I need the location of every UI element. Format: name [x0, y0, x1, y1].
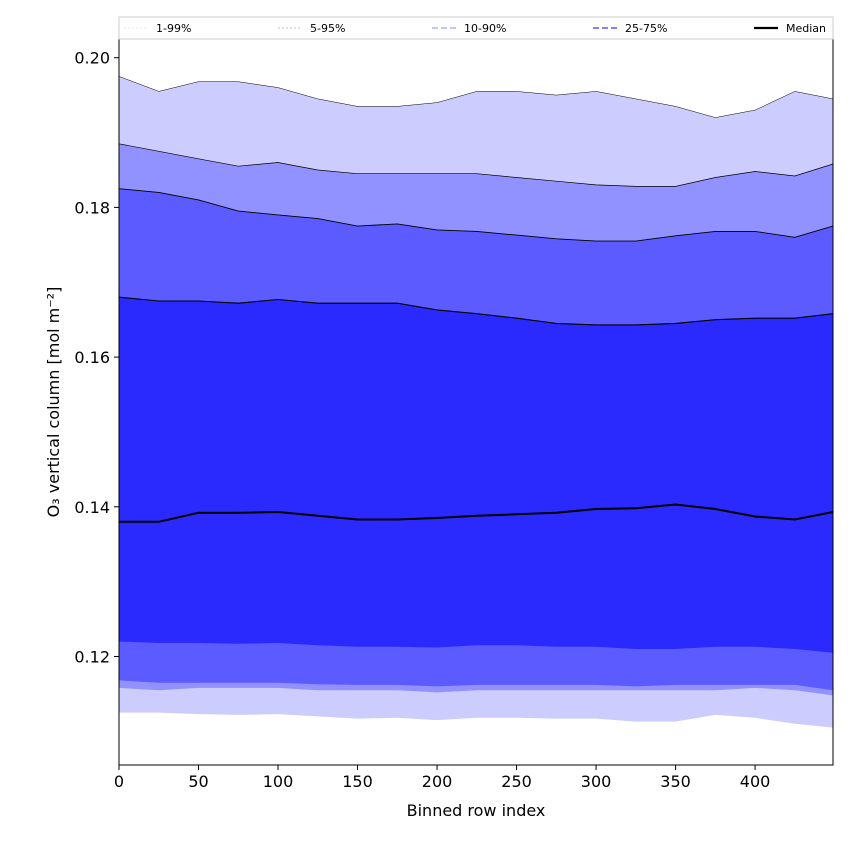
x-tick-label: 400	[740, 772, 771, 791]
legend-label: 25-75%	[625, 22, 667, 35]
median-layer	[119, 503, 834, 523]
band-upper-edge	[118, 76, 834, 118]
legend-label: 5-95%	[310, 22, 345, 35]
x-tick-label: 300	[581, 772, 612, 791]
x-tick-label: 100	[263, 772, 294, 791]
x-tick-label: 50	[188, 772, 208, 791]
y-tick-label: 0.12	[74, 647, 110, 666]
legend-box	[118, 16, 834, 40]
median-line	[119, 503, 834, 523]
band-upper-edge	[118, 143, 834, 187]
y-tick-label: 0.20	[74, 49, 110, 68]
band-edge-lines	[118, 76, 834, 326]
x-tick-label: 350	[660, 772, 691, 791]
band-upper-edge	[118, 188, 834, 242]
bands-layer	[119, 76, 833, 728]
legend: 1-99% 5-95% 10-90% 25-75% Median	[118, 16, 834, 40]
band-25-75-pct	[119, 297, 833, 653]
x-axis-label: Binned row index	[407, 801, 546, 820]
y-tick-label: 0.14	[74, 498, 110, 517]
legend-label: Median	[786, 22, 826, 35]
y-axis-ticks: 0.12 0.14 0.16 0.18 0.20	[74, 49, 119, 666]
y-tick-label: 0.18	[74, 198, 110, 217]
x-tick-label: 200	[422, 772, 453, 791]
legend-label: 1-99%	[156, 22, 191, 35]
x-axis-ticks: 0 50 100 150 200 250 300 350 400	[114, 765, 770, 791]
legend-label: 10-90%	[464, 22, 506, 35]
y-tick-label: 0.16	[74, 348, 110, 367]
band-upper-edge	[118, 296, 834, 326]
x-tick-label: 0	[114, 772, 124, 791]
y-axis-label: O₃ vertical column [mol m⁻²]	[44, 287, 63, 518]
x-tick-label: 150	[342, 772, 373, 791]
x-tick-label: 250	[501, 772, 532, 791]
